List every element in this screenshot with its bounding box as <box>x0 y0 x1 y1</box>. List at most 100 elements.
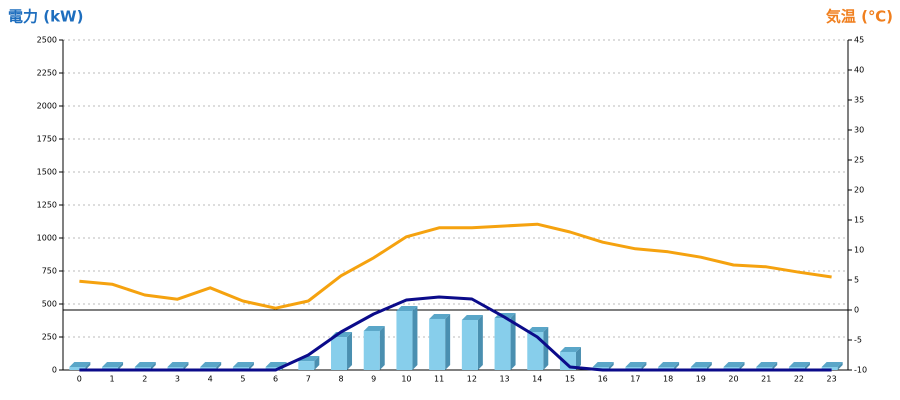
bar-top <box>788 362 810 367</box>
y2-tick-label: 45 <box>854 36 864 45</box>
bar-top <box>429 313 451 319</box>
bar <box>396 311 413 370</box>
bar <box>69 367 86 370</box>
y-tick-label: 750 <box>42 267 57 276</box>
y2-tick-label: 5 <box>854 276 859 285</box>
x-tick-label: 20 <box>728 375 738 384</box>
bar-side <box>347 332 353 370</box>
y2-tick-label: 15 <box>854 216 864 225</box>
y-tick-label: 1000 <box>37 234 57 243</box>
y-axis-title: 電力 (kW) <box>8 8 83 26</box>
x-tick-label: 4 <box>208 375 213 384</box>
x-tick-label: 15 <box>565 375 575 384</box>
x-tick-label: 21 <box>761 375 771 384</box>
x-tick-label: 14 <box>532 375 542 384</box>
bar-side <box>510 313 516 370</box>
bar-side <box>412 306 418 370</box>
bar-side <box>216 362 222 370</box>
bar-top <box>102 362 124 367</box>
bar-top <box>396 306 418 312</box>
y2-tick-label: -5 <box>854 336 862 345</box>
y-tick-label: 0 <box>52 366 57 375</box>
bar-side <box>248 362 254 370</box>
bar-side <box>445 313 451 370</box>
line <box>79 222 832 310</box>
y2-tick-label: 20 <box>854 186 864 195</box>
bar <box>494 318 511 370</box>
bar-top <box>232 362 254 367</box>
bar-top <box>363 325 385 331</box>
bar <box>461 320 478 370</box>
bar-top <box>200 362 222 367</box>
y-tick-label: 2000 <box>37 102 57 111</box>
bar-side <box>837 362 843 370</box>
bar <box>363 330 380 370</box>
bar-top <box>592 362 614 367</box>
bar <box>527 332 544 370</box>
y2-axis-title: 気温 (℃) <box>826 8 893 26</box>
y2-tick-label: 10 <box>854 246 864 255</box>
y-tick-label: 1750 <box>37 135 57 144</box>
x-tick-label: 23 <box>827 375 837 384</box>
bar-side <box>314 356 320 370</box>
bar-top <box>167 362 189 367</box>
x-tick-label: 10 <box>401 375 411 384</box>
bar-side <box>575 346 581 370</box>
line <box>79 295 832 372</box>
bar-side <box>118 362 124 370</box>
bar-side <box>85 362 91 370</box>
x-tick-label: 1 <box>110 375 115 384</box>
bar-side <box>772 362 778 370</box>
x-tick-label: 7 <box>306 375 311 384</box>
y2-tick-label: 25 <box>854 156 864 165</box>
y-tick-label: 2250 <box>37 69 57 78</box>
x-tick-label: 13 <box>499 375 509 384</box>
bar-top <box>723 362 745 367</box>
x-tick-label: 0 <box>77 375 82 384</box>
bar <box>298 361 315 370</box>
y2-tick-label: -10 <box>854 366 867 375</box>
x-tick-label: 22 <box>794 375 804 384</box>
y-tick-label: 1250 <box>37 201 57 210</box>
x-tick-label: 6 <box>273 375 278 384</box>
x-tick-label: 2 <box>142 375 147 384</box>
x-tick-label: 18 <box>663 375 673 384</box>
bar-top <box>625 362 647 367</box>
x-tick-label: 11 <box>434 375 444 384</box>
y-tick-label: 500 <box>42 300 57 309</box>
x-tick-label: 16 <box>598 375 608 384</box>
bar-side <box>804 362 810 370</box>
bar-side <box>641 362 647 370</box>
bar-top <box>756 362 778 367</box>
bar <box>331 337 348 370</box>
bar-side <box>674 362 680 370</box>
bar-side <box>608 362 614 370</box>
x-tick-label: 12 <box>467 375 477 384</box>
x-tick-label: 19 <box>696 375 706 384</box>
y2-tick-label: 40 <box>854 66 864 75</box>
bar-top <box>559 346 581 352</box>
y2-tick-label: 30 <box>854 126 864 135</box>
y-tick-label: 250 <box>42 333 57 342</box>
y-tick-label: 1500 <box>37 168 57 177</box>
bar-top <box>690 362 712 367</box>
y2-tick-label: 35 <box>854 96 864 105</box>
bar-top <box>461 315 483 321</box>
bar-top <box>527 327 549 333</box>
x-tick-label: 3 <box>175 375 180 384</box>
bar-side <box>183 362 189 370</box>
x-tick-label: 9 <box>371 375 376 384</box>
bar-top <box>658 362 680 367</box>
y2-tick-label: 0 <box>854 306 859 315</box>
bar-side <box>379 325 385 370</box>
y-tick-label: 2500 <box>37 36 57 45</box>
bar <box>559 351 576 370</box>
bar-top <box>134 362 156 367</box>
x-tick-label: 17 <box>630 375 640 384</box>
x-tick-label: 5 <box>240 375 245 384</box>
x-tick-label: 8 <box>338 375 343 384</box>
bar-top <box>69 362 91 367</box>
bar-side <box>477 315 483 370</box>
bar-side <box>706 362 712 370</box>
